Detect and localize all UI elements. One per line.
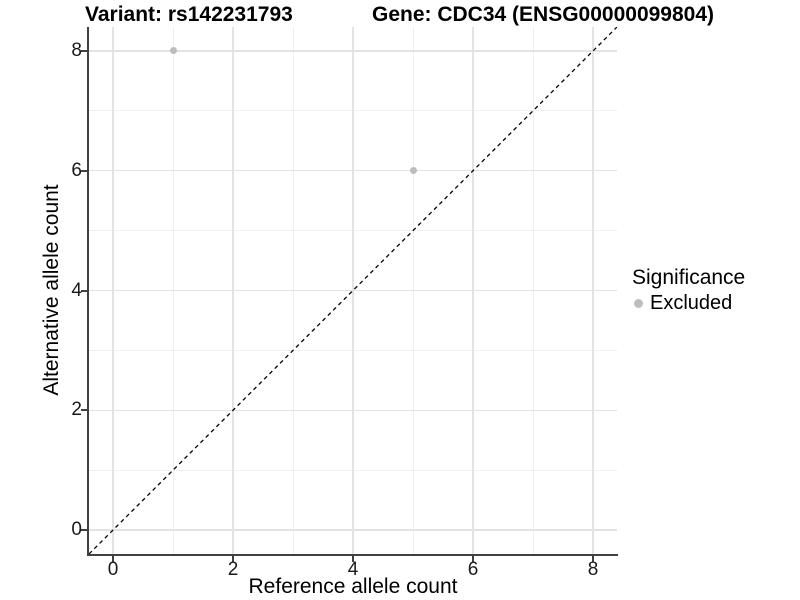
- plot-panel: [89, 27, 617, 554]
- y-tick-mark: [81, 289, 87, 292]
- y-tick-label: 4: [71, 279, 82, 301]
- legend-entry-excluded: Excluded: [630, 292, 745, 315]
- y-tick-mark: [81, 409, 87, 412]
- x-axis-title: Reference allele count: [248, 575, 458, 598]
- y-axis-title: Alternative allele count: [40, 184, 63, 396]
- identity-line: [89, 27, 617, 554]
- plot-title-variant: Variant: rs142231793: [85, 3, 293, 26]
- x-tick-mark: [232, 556, 234, 562]
- x-tick-mark: [592, 556, 594, 562]
- x-tick-label: 6: [467, 559, 479, 580]
- x-tick-label: 2: [227, 559, 239, 580]
- y-axis-line: [87, 27, 89, 556]
- data-point: [409, 167, 417, 175]
- x-tick-mark: [352, 556, 354, 562]
- y-tick-mark: [81, 169, 87, 172]
- legend-point-icon: [634, 299, 643, 308]
- major-gridline-y: [89, 529, 617, 531]
- y-tick-mark: [81, 529, 87, 532]
- major-gridline-y: [89, 50, 617, 52]
- legend: Significance Excluded: [630, 266, 745, 315]
- major-gridline-y: [89, 289, 617, 292]
- y-tick-label: 8: [71, 39, 82, 61]
- x-tick-mark: [112, 556, 114, 562]
- y-tick-label: 0: [71, 519, 82, 541]
- x-tick-label: 4: [347, 559, 359, 580]
- x-axis-line: [87, 554, 618, 556]
- major-gridline-y: [89, 409, 617, 412]
- x-tick-label: 8: [587, 559, 599, 580]
- legend-title: Significance: [632, 266, 746, 289]
- data-point: [169, 47, 177, 55]
- legend-entry-label: Excluded: [650, 292, 733, 314]
- y-tick-mark: [81, 49, 87, 52]
- x-tick-label: 0: [107, 559, 119, 580]
- y-tick-label: 6: [71, 159, 82, 181]
- major-gridline-y: [89, 169, 617, 172]
- plot-title-gene: Gene: CDC34 (ENSG00000099804): [372, 3, 715, 26]
- x-tick-mark: [472, 556, 474, 562]
- y-tick-label: 2: [71, 399, 82, 421]
